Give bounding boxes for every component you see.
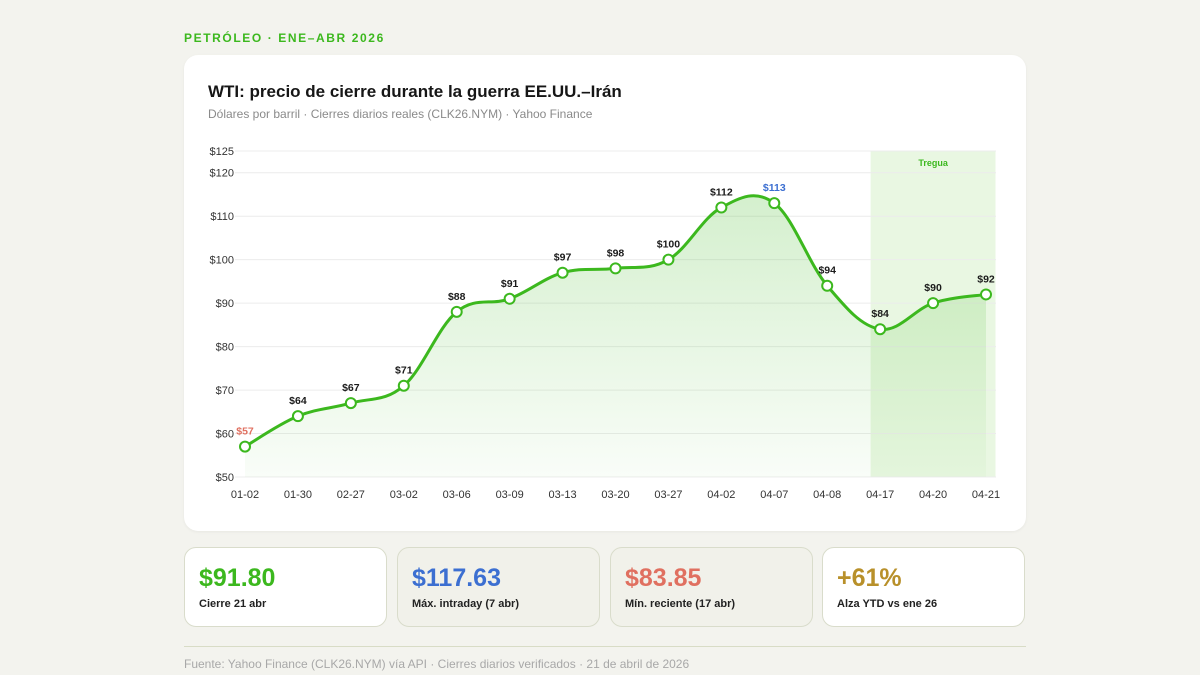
x-tick-label: 03-06 <box>443 489 471 501</box>
data-point <box>397 379 410 392</box>
stat-card-close: $91.80 Cierre 21 abr <box>184 547 387 627</box>
stat-label-max: Máx. intraday (7 abr) <box>412 598 519 610</box>
data-point <box>715 201 728 214</box>
x-tick-label: 04-21 <box>972 489 1000 501</box>
data-point <box>344 397 357 410</box>
data-point <box>239 440 251 453</box>
area-fill <box>245 195 986 477</box>
x-tick-label: 04-07 <box>760 489 788 501</box>
data-point <box>609 262 622 275</box>
data-label: $94 <box>818 265 836 277</box>
data-label: $64 <box>289 395 307 407</box>
y-tick-label: $70 <box>216 385 234 397</box>
x-tick-label: 04-20 <box>919 489 947 501</box>
data-label: $100 <box>657 239 681 251</box>
data-label: $113 <box>763 182 786 194</box>
stat-label-min: Mín. reciente (17 abr) <box>625 598 736 610</box>
data-point <box>821 279 834 292</box>
series-line <box>243 194 988 449</box>
data-point <box>450 305 463 318</box>
chart-title: WTI: precio de cierre durante la guerra … <box>208 82 622 101</box>
x-tick-label: 01-02 <box>231 489 259 501</box>
stat-value-min: $83.85 <box>625 564 702 592</box>
y-tick-label: $80 <box>216 342 234 354</box>
x-tick-label: 03-09 <box>496 489 524 501</box>
y-tick-label: $100 <box>210 255 234 267</box>
data-label: $57 <box>236 426 254 438</box>
stat-card-ytd: +61% Alza YTD vs ene 26 <box>822 547 1025 627</box>
data-point <box>503 292 516 305</box>
data-point <box>556 266 569 279</box>
stat-value-max: $117.63 <box>412 564 501 592</box>
data-point <box>768 197 781 210</box>
y-tick-label: $90 <box>216 298 234 310</box>
data-label: $97 <box>554 252 572 264</box>
stat-label-ytd: Alza YTD vs ene 26 <box>837 598 938 610</box>
section-eyebrow: PETRÓLEO · ENE–ABR 2026 <box>184 31 385 45</box>
data-point <box>980 288 992 301</box>
y-tick-label: $50 <box>216 472 234 484</box>
data-point <box>291 410 304 423</box>
x-tick-label: 03-13 <box>549 489 577 501</box>
data-point <box>927 297 940 310</box>
stat-value-ytd: +61% <box>837 564 902 592</box>
x-tick-label: 04-08 <box>813 489 841 501</box>
chart-subtitle: Dólares por barril · Cierres diarios rea… <box>208 107 593 121</box>
data-label: $91 <box>501 278 519 290</box>
data-label: $88 <box>448 291 466 303</box>
data-point <box>662 253 675 266</box>
y-tick-label: $60 <box>216 429 234 441</box>
stat-value-close: $91.80 <box>199 564 276 592</box>
data-label: $98 <box>607 247 625 259</box>
stat-card-min: $83.85 Mín. reciente (17 abr) <box>610 547 813 627</box>
data-label: $112 <box>710 187 733 199</box>
source-note: Fuente: Yahoo Finance (CLK26.NYM) vía AP… <box>184 657 690 671</box>
stat-label-close: Cierre 21 abr <box>199 598 267 610</box>
x-tick-label: 03-02 <box>390 489 418 501</box>
data-label: $67 <box>342 382 360 394</box>
data-point <box>874 323 887 336</box>
x-tick-label: 03-27 <box>654 489 682 501</box>
footer-divider <box>184 646 1026 647</box>
x-tick-label: 01-30 <box>284 489 312 501</box>
y-tick-label: $110 <box>210 211 234 223</box>
y-tick-label: $120 <box>210 168 234 180</box>
data-label: $92 <box>977 273 995 285</box>
truce-label: Tregua <box>918 158 949 168</box>
data-label: $71 <box>395 365 413 377</box>
data-label: $90 <box>924 282 942 294</box>
stat-card-max: $117.63 Máx. intraday (7 abr) <box>397 547 600 627</box>
x-tick-label: 02-27 <box>337 489 365 501</box>
x-tick-label: 03-20 <box>601 489 629 501</box>
y-tick-label: $125 <box>210 146 234 158</box>
data-label: $84 <box>871 308 889 320</box>
x-tick-label: 04-02 <box>707 489 735 501</box>
x-tick-label: 04-17 <box>866 489 894 501</box>
